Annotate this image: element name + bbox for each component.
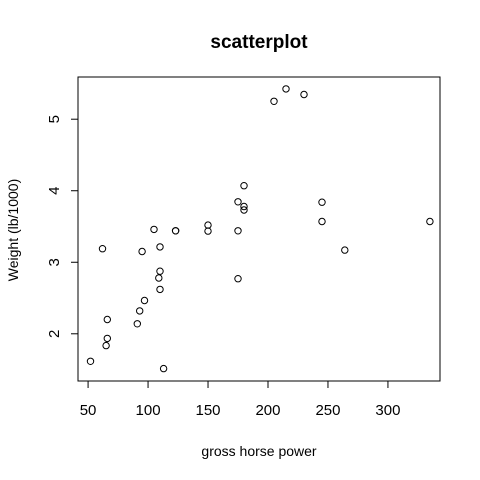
data-point [98, 245, 107, 253]
data-point [341, 246, 349, 254]
y-tick-label: 4 [46, 187, 63, 195]
x-axis-label: gross horse power [201, 443, 317, 459]
data-point [156, 267, 164, 275]
data-point [318, 217, 326, 226]
y-tick-label: 3 [46, 258, 63, 266]
data-point [156, 285, 164, 294]
data-point [318, 198, 326, 206]
data-point [103, 334, 112, 343]
y-axis-label: Weight (lb/1000) [5, 179, 21, 281]
x-tick-label: 250 [315, 402, 340, 419]
data-point [240, 206, 248, 214]
data-point [282, 85, 290, 93]
data-point [103, 315, 112, 324]
data-point [300, 90, 308, 99]
data-point [86, 357, 95, 365]
plot-area-frame [77, 76, 441, 382]
y-tick-label: 2 [46, 330, 63, 338]
chart-title: scatterplot [210, 32, 308, 53]
x-tick-label: 300 [375, 402, 400, 419]
data-point [270, 97, 278, 106]
data-point [426, 217, 434, 226]
data-points [86, 85, 434, 373]
y-tick-label: 5 [46, 115, 63, 123]
data-point [138, 247, 146, 256]
x-tick-label: 50 [80, 402, 97, 419]
data-point [140, 296, 149, 305]
data-point [204, 227, 212, 235]
data-point [171, 227, 180, 235]
x-tick-label: 150 [196, 402, 221, 419]
data-point [240, 182, 248, 190]
data-point [159, 364, 168, 373]
data-point [156, 243, 164, 251]
x-tick-label: 200 [255, 402, 280, 419]
data-point [204, 221, 212, 229]
data-point [133, 320, 142, 328]
data-point [234, 198, 242, 206]
data-point [150, 225, 158, 234]
y-axis: 2 3 4 5 [46, 115, 79, 338]
data-point [234, 227, 242, 235]
x-axis: 50 100 150 200 250 300 [80, 380, 400, 419]
x-tick-label: 100 [136, 402, 161, 419]
data-point [102, 341, 110, 350]
data-point [240, 202, 248, 211]
data-point [234, 275, 242, 283]
data-point [136, 307, 144, 315]
data-point [155, 274, 163, 282]
